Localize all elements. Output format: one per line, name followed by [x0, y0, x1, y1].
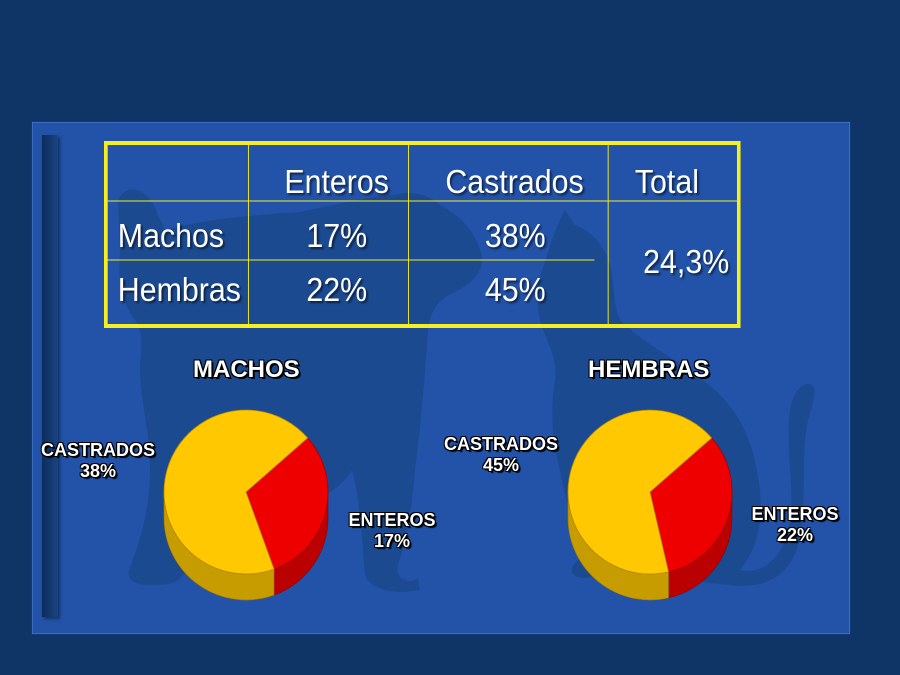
- header-castrados: Castrados: [445, 163, 584, 200]
- pie-hembras-enteros-name: ENTEROS: [751, 504, 839, 524]
- summary-table: Enteros Castrados Total Machos 17% 38% H…: [104, 141, 741, 328]
- pie-hembras-enteros-value: 22%: [776, 524, 814, 545]
- row-label-machos: Machos: [117, 217, 225, 254]
- pie-hembras-castrados-label: CASTRADOS 45%: [436, 434, 566, 475]
- pie-machos-castrados-name: CASTRADOS: [40, 440, 155, 460]
- pie-slice-castrados: [163, 409, 309, 575]
- pie-slice-enteros: [649, 437, 733, 573]
- pie-hembras: [567, 409, 733, 601]
- pie-machos: [163, 409, 329, 601]
- pie-machos-castrados-value: 38%: [79, 460, 117, 481]
- pie-machos-enteros-value: 17%: [373, 530, 411, 551]
- row-label-hembras: Hembras: [117, 271, 241, 308]
- pie-hembras-enteros-label: ENTEROS 22%: [744, 504, 846, 545]
- pie-slice-enteros: [245, 437, 329, 570]
- cell-hembras-castrados: 45%: [484, 271, 546, 308]
- pie-hembras-castrados-value: 45%: [482, 454, 520, 475]
- pie-machos-title: MACHOS: [193, 356, 300, 383]
- cell-total: 24,3%: [643, 243, 730, 280]
- pie-machos-enteros-label: ENTEROS 17%: [342, 510, 442, 551]
- header-total: Total: [634, 163, 699, 200]
- table-grid: [104, 141, 741, 328]
- cell-machos-enteros: 17%: [306, 217, 368, 254]
- pie-machos-enteros-name: ENTEROS: [348, 510, 436, 530]
- left-accent-bar: [42, 135, 58, 617]
- pie-machos-castrados-label: CASTRADOS 38%: [34, 440, 162, 481]
- cell-machos-castrados: 38%: [484, 217, 546, 254]
- pie-hembras-castrados-name: CASTRADOS: [443, 434, 558, 454]
- pie-slice-castrados: [567, 409, 713, 575]
- cell-hembras-enteros: 22%: [306, 271, 368, 308]
- header-enteros: Enteros: [284, 163, 389, 200]
- pie-hembras-title: HEMBRAS: [588, 356, 710, 383]
